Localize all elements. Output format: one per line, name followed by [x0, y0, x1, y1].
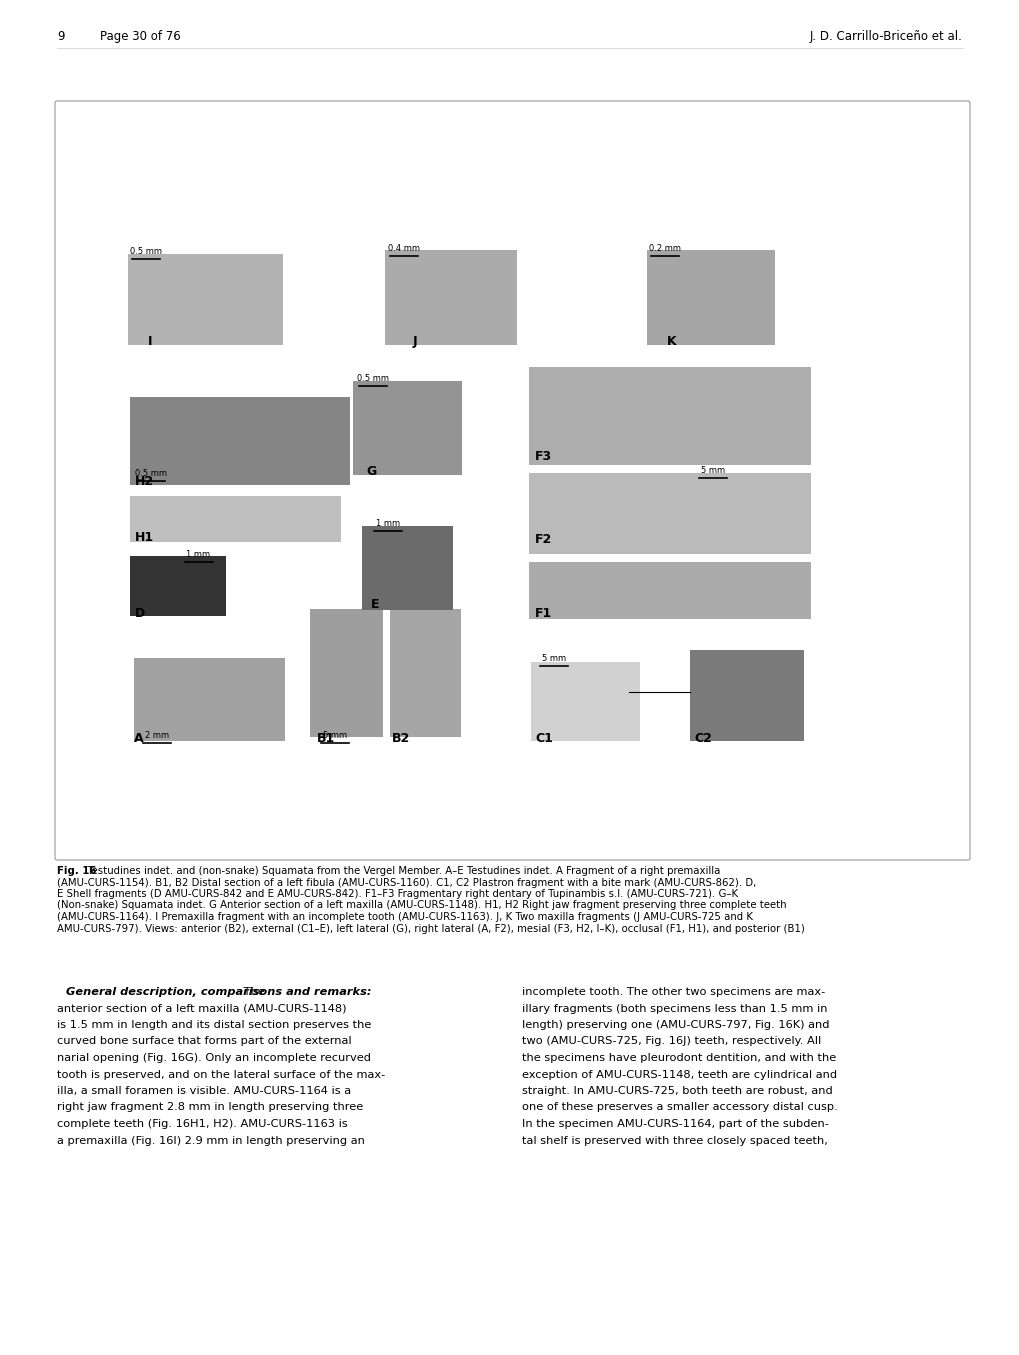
- Text: two (AMU-CURS-725, Fig. 16J) teeth, respectively. All: two (AMU-CURS-725, Fig. 16J) teeth, resp…: [522, 1037, 820, 1046]
- Text: In the specimen AMU-CURS-1164, part of the subden-: In the specimen AMU-CURS-1164, part of t…: [522, 1119, 828, 1129]
- Text: 0.5 mm: 0.5 mm: [357, 374, 389, 383]
- Text: C2: C2: [694, 732, 712, 744]
- Text: C1: C1: [535, 732, 552, 744]
- Bar: [353, 381, 462, 476]
- Text: B2: B2: [392, 732, 410, 744]
- Text: AMU-CURS-797). Views: anterior (B2), external (C1–E), left lateral (G), right la: AMU-CURS-797). Views: anterior (B2), ext…: [57, 924, 804, 934]
- Text: Fig. 16: Fig. 16: [57, 866, 96, 875]
- Bar: [384, 251, 517, 344]
- Text: curved bone surface that forms part of the external: curved bone surface that forms part of t…: [57, 1037, 352, 1046]
- Text: length) preserving one (AMU-CURS-797, Fig. 16K) and: length) preserving one (AMU-CURS-797, Fi…: [522, 1020, 828, 1030]
- Bar: [647, 251, 774, 344]
- Text: narial opening (Fig. 16G). Only an incomplete recurved: narial opening (Fig. 16G). Only an incom…: [57, 1053, 371, 1064]
- Text: 0.4 mm: 0.4 mm: [388, 244, 420, 252]
- Text: straight. In AMU-CURS-725, both teeth are robust, and: straight. In AMU-CURS-725, both teeth ar…: [522, 1085, 832, 1096]
- Text: right jaw fragment 2.8 mm in length preserving three: right jaw fragment 2.8 mm in length pres…: [57, 1103, 363, 1112]
- Text: J: J: [412, 335, 417, 348]
- Text: 5 mm: 5 mm: [323, 732, 346, 740]
- Text: incomplete tooth. The other two specimens are max-: incomplete tooth. The other two specimen…: [522, 986, 824, 997]
- Bar: [529, 562, 810, 619]
- FancyBboxPatch shape: [55, 102, 969, 860]
- Text: Testudines indet. and (non-snake) Squamata from the Vergel Member. A–E Testudine: Testudines indet. and (non-snake) Squama…: [84, 866, 719, 875]
- Bar: [129, 397, 350, 485]
- Text: 1 mm: 1 mm: [186, 550, 210, 560]
- Text: (AMU-CURS-1164). I Premaxilla fragment with an incomplete tooth (AMU-CURS-1163).: (AMU-CURS-1164). I Premaxilla fragment w…: [57, 912, 752, 921]
- Text: exception of AMU-CURS-1148, teeth are cylindrical and: exception of AMU-CURS-1148, teeth are cy…: [522, 1069, 837, 1080]
- Bar: [129, 496, 341, 542]
- Text: 9: 9: [57, 30, 64, 43]
- Text: tal shelf is preserved with three closely spaced teeth,: tal shelf is preserved with three closel…: [522, 1135, 827, 1145]
- Text: tooth is preserved, and on the lateral surface of the max-: tooth is preserved, and on the lateral s…: [57, 1069, 385, 1080]
- Text: E Shell fragments (D AMU-CURS-842 and E AMU-CURS-842). F1–F3 Fragmentary right d: E Shell fragments (D AMU-CURS-842 and E …: [57, 889, 738, 898]
- Text: 0.5 mm: 0.5 mm: [129, 247, 162, 256]
- Bar: [530, 661, 639, 741]
- Text: 0.2 mm: 0.2 mm: [648, 244, 681, 252]
- Bar: [135, 659, 284, 741]
- Text: F3: F3: [535, 450, 552, 463]
- Text: D: D: [135, 607, 145, 621]
- Text: E: E: [371, 598, 379, 611]
- Bar: [310, 608, 383, 737]
- Text: 2 mm: 2 mm: [145, 732, 168, 740]
- Bar: [128, 253, 282, 344]
- Bar: [389, 608, 461, 737]
- Text: (AMU-CURS-1154). B1, B2 Distal section of a left fibula (AMU-CURS-1160). C1, C2 : (AMU-CURS-1154). B1, B2 Distal section o…: [57, 878, 755, 888]
- Bar: [690, 650, 803, 741]
- Text: illa, a small foramen is visible. AMU-CURS-1164 is a: illa, a small foramen is visible. AMU-CU…: [57, 1085, 351, 1096]
- Text: 0.5 mm: 0.5 mm: [136, 469, 167, 477]
- Text: K: K: [666, 335, 677, 348]
- Text: anterior section of a left maxilla (AMU-CURS-1148): anterior section of a left maxilla (AMU-…: [57, 1004, 346, 1014]
- Text: a premaxilla (Fig. 16I) 2.9 mm in length preserving an: a premaxilla (Fig. 16I) 2.9 mm in length…: [57, 1135, 365, 1145]
- Text: 5 mm: 5 mm: [541, 654, 566, 663]
- Text: G: G: [367, 465, 377, 478]
- Text: A: A: [135, 732, 144, 744]
- Text: one of these preserves a smaller accessory distal cusp.: one of these preserves a smaller accesso…: [522, 1103, 837, 1112]
- Text: complete teeth (Fig. 16H1, H2). AMU-CURS-1163 is: complete teeth (Fig. 16H1, H2). AMU-CURS…: [57, 1119, 347, 1129]
- Bar: [529, 473, 810, 554]
- Text: I: I: [148, 335, 153, 348]
- Text: The: The: [239, 986, 264, 997]
- Text: (Non-snake) Squamata indet. G Anterior section of a left maxilla (AMU-CURS-1148): (Non-snake) Squamata indet. G Anterior s…: [57, 901, 786, 911]
- Text: is 1.5 mm in length and its distal section preserves the: is 1.5 mm in length and its distal secti…: [57, 1020, 371, 1030]
- Bar: [129, 556, 225, 617]
- Text: 1 mm: 1 mm: [376, 519, 399, 528]
- Bar: [362, 526, 452, 610]
- Text: F1: F1: [535, 607, 552, 621]
- Text: Page 30 of 76: Page 30 of 76: [100, 30, 180, 43]
- Text: H1: H1: [135, 531, 154, 545]
- Text: General description, comparisons and remarks:: General description, comparisons and rem…: [66, 986, 371, 997]
- Text: H2: H2: [135, 474, 154, 488]
- Text: illary fragments (both specimens less than 1.5 mm in: illary fragments (both specimens less th…: [522, 1004, 826, 1014]
- Text: B1: B1: [316, 732, 334, 744]
- Text: J. D. Carrillo-Briceño et al.: J. D. Carrillo-Briceño et al.: [809, 30, 962, 43]
- Text: 5 mm: 5 mm: [700, 466, 725, 476]
- Text: the specimens have pleurodont dentition, and with the: the specimens have pleurodont dentition,…: [522, 1053, 836, 1064]
- Bar: [529, 367, 810, 465]
- Text: F2: F2: [535, 533, 552, 546]
